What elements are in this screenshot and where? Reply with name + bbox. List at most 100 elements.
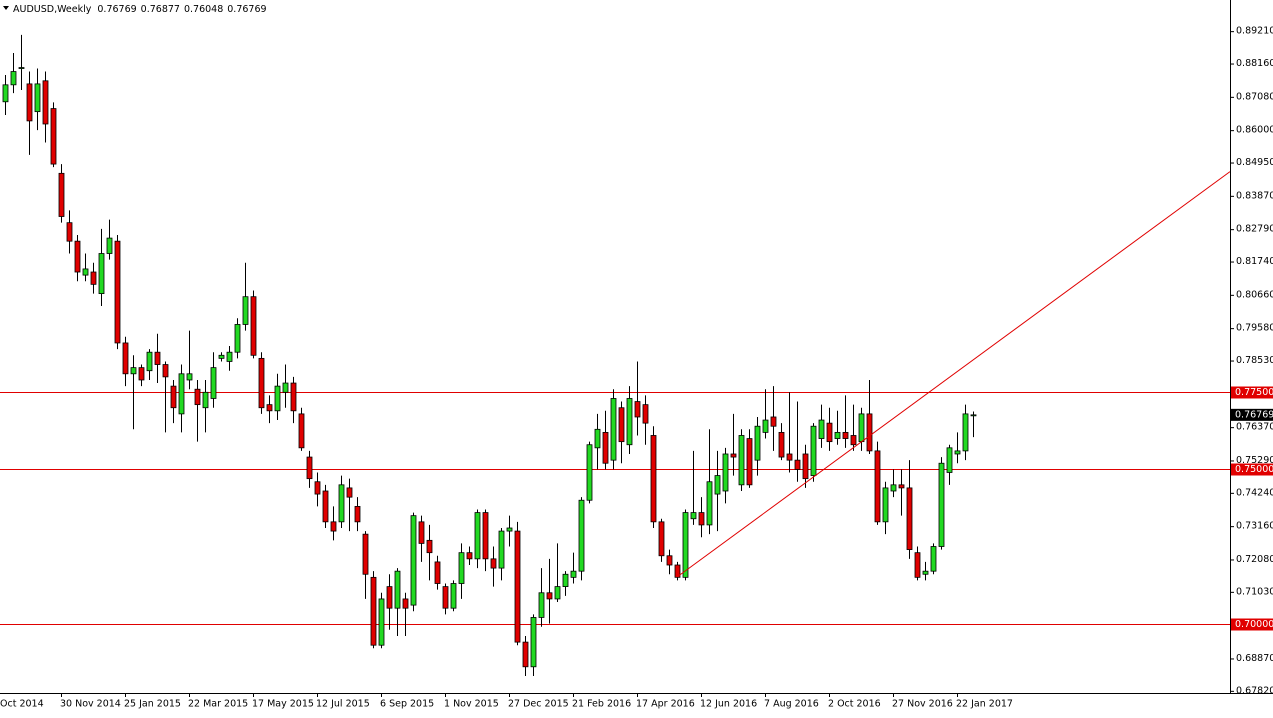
candle-body (810, 425, 817, 476)
candle-body (98, 253, 105, 295)
candle-body (402, 598, 409, 609)
y-tick-label: 0.71030 (1236, 586, 1273, 597)
x-tick-label: Oct 2014 (0, 699, 44, 710)
level-label: 0.77500 (1235, 387, 1273, 398)
header: AUDUSD,Weekly 0.76769 0.76877 0.76048 0.7676… (13, 4, 267, 15)
x-tick-label: 21 Feb 2016 (572, 699, 631, 710)
candle-body (834, 431, 841, 439)
x-tick-label: 27 Dec 2015 (508, 699, 569, 710)
candle-body (762, 419, 769, 433)
candle-body (746, 438, 753, 486)
candle-body (122, 342, 129, 375)
candle-body (370, 576, 377, 646)
candle-body (610, 398, 617, 461)
y-tick-label: 0.80660 (1236, 289, 1273, 300)
candle-body (18, 67, 25, 69)
menu-triangle[interactable] (3, 6, 9, 10)
candle-body (698, 512, 705, 526)
candle-body (658, 521, 665, 557)
candle-body (66, 222, 73, 242)
price-label-box (1231, 408, 1273, 421)
candle-body (618, 407, 625, 443)
candle-body (378, 598, 385, 646)
candle-body (210, 367, 217, 399)
candle-body (442, 586, 449, 609)
candle-body (154, 351, 161, 365)
candle-body (954, 450, 961, 455)
y-tick-label: 0.84950 (1236, 157, 1273, 168)
candle-body (250, 296, 257, 356)
y-tick-label: 0.86000 (1236, 125, 1273, 136)
candle-body (914, 552, 921, 578)
candle-body (570, 570, 577, 578)
symbol: AUDUSD,Weekly (13, 4, 92, 15)
candle-body (2, 84, 9, 103)
candle-body (90, 271, 97, 285)
candle-body (50, 108, 57, 165)
candle-body (562, 573, 569, 587)
trend-line (676, 171, 1231, 578)
candle-body (578, 499, 585, 572)
candle-body (34, 83, 41, 113)
candle-body (290, 382, 297, 412)
y-tick-label: 0.83870 (1236, 190, 1273, 201)
candle-body (642, 404, 649, 424)
candle-body (786, 453, 793, 461)
candle-body (26, 83, 33, 122)
candle-body (850, 435, 857, 446)
candle-body (58, 172, 65, 217)
candle-body (386, 586, 393, 609)
candle-body (938, 462, 945, 547)
candle-body (450, 583, 457, 609)
x-tick-label: 22 Jan 2017 (956, 699, 1013, 710)
y-tick-label: 0.89210 (1236, 26, 1273, 37)
candle-body (114, 240, 121, 344)
candle-body (530, 617, 537, 668)
candle-body (202, 391, 209, 409)
candle-body (514, 530, 521, 643)
x-tick-label: 7 Aug 2016 (764, 699, 819, 710)
x-tick-label: 22 Mar 2015 (188, 699, 248, 710)
candle-body (162, 364, 169, 378)
candle-body (186, 373, 193, 381)
candle-body (714, 475, 721, 495)
candle-body (226, 351, 233, 362)
candle-body (802, 453, 809, 480)
candle-body (546, 592, 553, 600)
candle-body (554, 586, 561, 600)
candle-body (146, 351, 153, 372)
candle-body (890, 484, 897, 492)
candle-body (218, 354, 225, 359)
candle-body (826, 422, 833, 443)
candle-body (778, 431, 785, 458)
candle-body (962, 413, 969, 452)
y-tick-label: 0.88160 (1236, 58, 1273, 69)
candle-body (770, 416, 777, 427)
candle-body (138, 367, 145, 381)
candle-body (306, 456, 313, 480)
candle-body (874, 450, 881, 523)
close-price: 0.76769 (227, 4, 266, 15)
candle-body (258, 357, 265, 409)
level-label: 0.75000 (1235, 464, 1273, 475)
candle-body (338, 484, 345, 523)
candle-body (634, 401, 641, 418)
candle-body (522, 641, 529, 668)
candle-body (650, 435, 657, 523)
candle-body (866, 413, 873, 452)
candle-body (282, 382, 289, 393)
y-tick-label: 0.72080 (1236, 554, 1273, 565)
candle-body (314, 481, 321, 495)
candle-body (818, 419, 825, 439)
candle-body (858, 413, 865, 443)
candle-body (394, 570, 401, 609)
candle-body (506, 527, 513, 532)
candle-body (322, 490, 329, 523)
candle-body (426, 539, 433, 554)
level-label: 0.70000 (1235, 619, 1273, 630)
y-tick-label: 0.81740 (1236, 256, 1273, 267)
candle-body (586, 444, 593, 501)
